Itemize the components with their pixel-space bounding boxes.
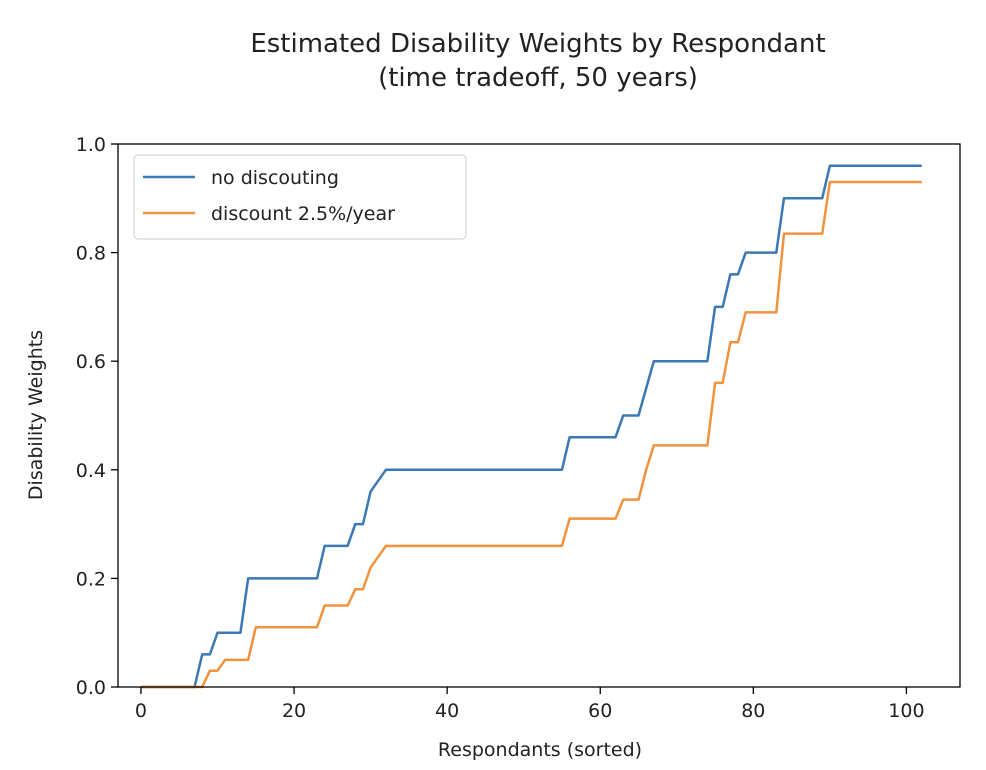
legend-box [133, 154, 467, 240]
legend: no discouting discount 2.5%/year [133, 154, 467, 240]
plot-frame [117, 143, 961, 688]
x-tick-label: 0 [135, 700, 147, 722]
series-group [140, 164, 922, 689]
y-tick-label: 0.0 [76, 677, 106, 699]
x-tick-label: 60 [588, 700, 612, 722]
legend-label-no-discouting: no discouting [211, 167, 339, 189]
series-line-0 [140, 164, 922, 689]
x-tick-label: 20 [282, 700, 306, 722]
x-tick-label: 40 [435, 700, 459, 722]
y-tick-label: 0.8 [76, 243, 106, 265]
x-axis-label: Respondants (sorted) [438, 739, 642, 761]
y-tick-label: 0.4 [76, 460, 106, 482]
y-tick-label: 1.0 [76, 134, 106, 156]
x-tick-label: 80 [741, 700, 765, 722]
axes: 0 20 40 60 80 100 0.0 0.2 0.4 0.6 0.8 1.0 [76, 134, 961, 722]
chart-title-line-1: Estimated Disability Weights by Responda… [250, 29, 825, 59]
x-tick-label: 100 [888, 700, 924, 722]
y-tick-label: 0.2 [76, 568, 106, 590]
y-tick-label: 0.6 [76, 351, 106, 373]
series-line-1 [140, 180, 922, 689]
legend-label-discount: discount 2.5%/year [211, 203, 395, 225]
chart-title-line-2: (time tradeoff, 50 years) [378, 63, 698, 93]
y-axis-label: Disability Weights [25, 330, 47, 500]
